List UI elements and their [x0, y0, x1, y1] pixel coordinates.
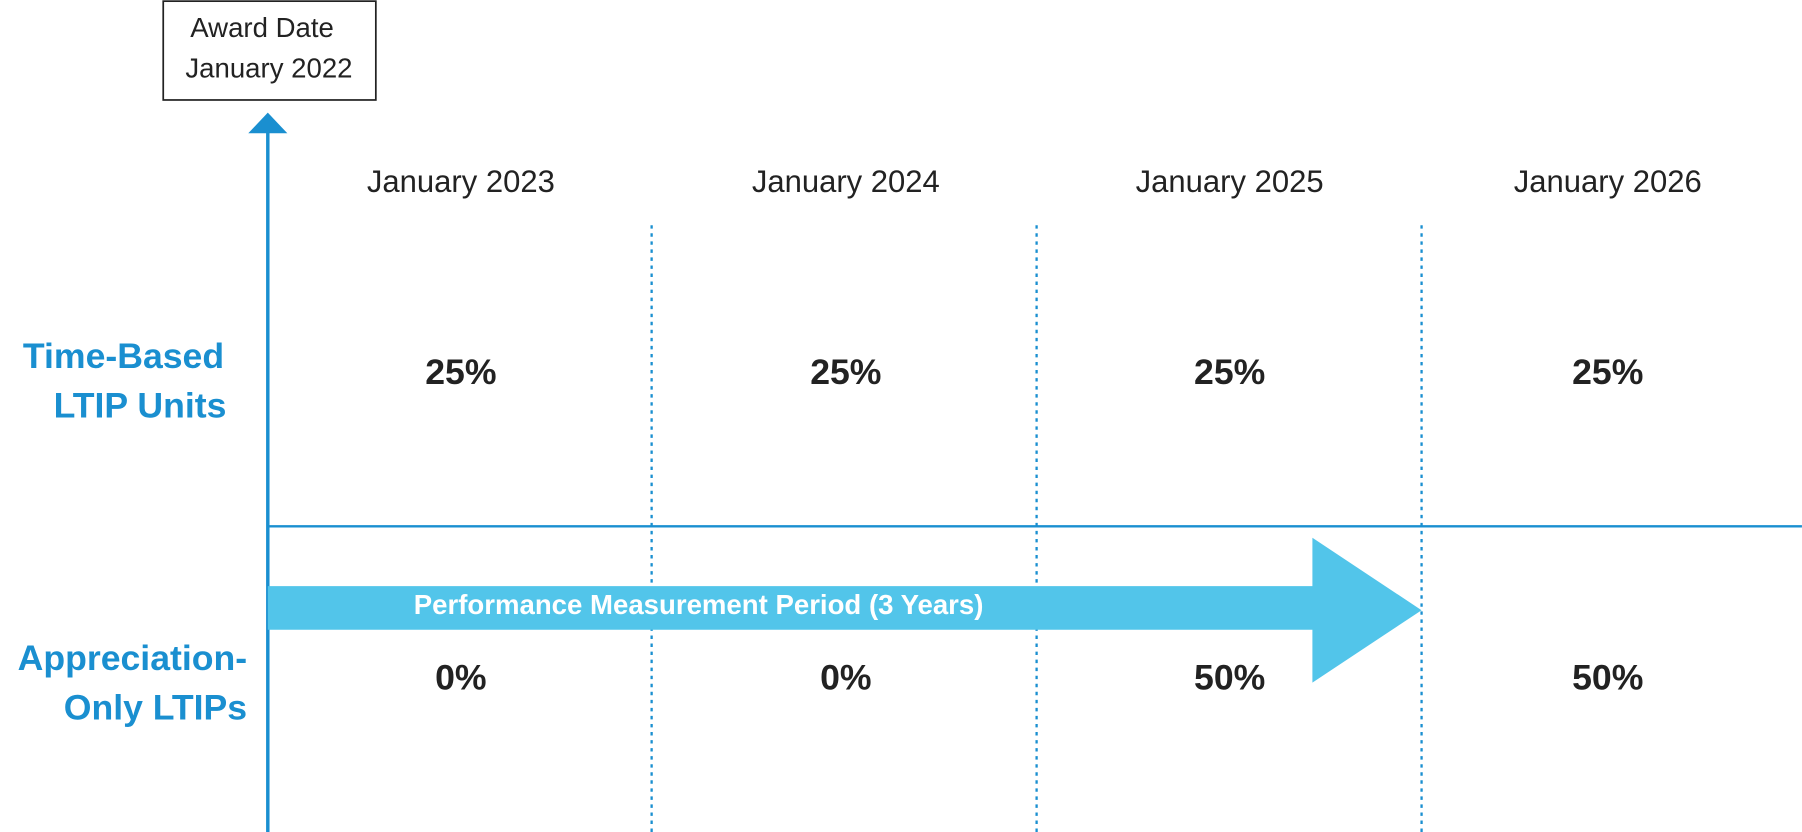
vesting-percent: 0%	[820, 658, 871, 698]
row-label: Time-Based	[23, 336, 224, 376]
performance-arrow	[267, 537, 1422, 683]
column-header: January 2025	[1136, 164, 1324, 199]
row-label: LTIP Units	[54, 385, 227, 425]
award-box	[162, 0, 377, 101]
row-label: Appreciation-	[18, 638, 248, 678]
row-label: Only LTIPs	[64, 688, 247, 728]
award-date: January 2022	[185, 52, 352, 83]
vesting-percent: 25%	[1572, 352, 1643, 392]
column-header: January 2026	[1514, 164, 1702, 199]
arrow-label: Performance Measurement Period (3 Years)	[414, 589, 984, 620]
vesting-percent: 50%	[1194, 658, 1265, 698]
vesting-percent: 50%	[1572, 658, 1643, 698]
column-header: January 2024	[752, 164, 940, 199]
axis-arrowhead	[248, 112, 288, 134]
schedule: January 2023 January 2024 January 2025 Janu…	[367, 164, 1702, 698]
award-label: Award Date	[190, 12, 334, 43]
vesting-percent: 25%	[425, 352, 496, 392]
column-header: January 2023	[367, 164, 555, 199]
vesting-percent: 25%	[1194, 352, 1265, 392]
vesting-percent: 25%	[810, 352, 881, 392]
vesting-percent: 0%	[435, 658, 486, 698]
